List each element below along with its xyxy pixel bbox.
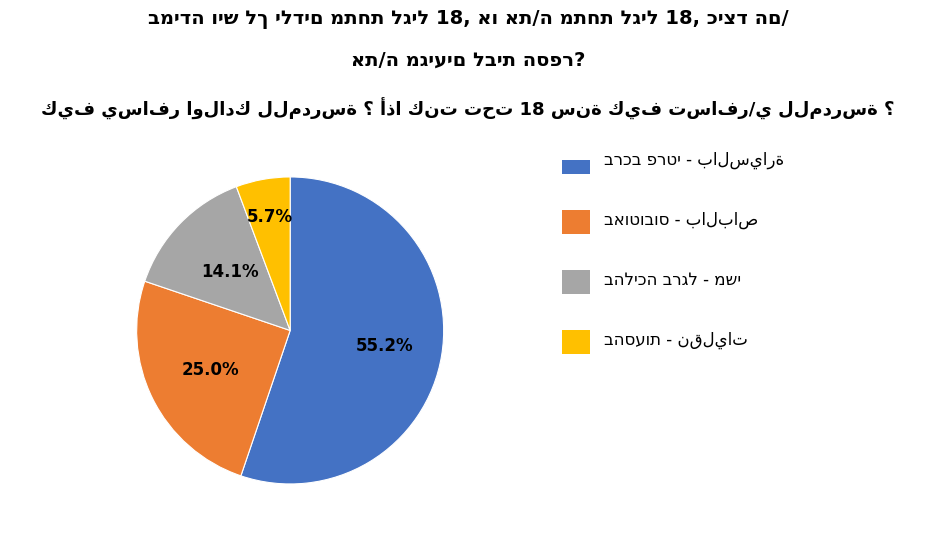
Text: בהסעות - نقليات: בהסעות - نقليات (605, 331, 748, 349)
Wedge shape (237, 177, 290, 330)
FancyBboxPatch shape (562, 330, 590, 354)
Text: 14.1%: 14.1% (200, 263, 258, 281)
Wedge shape (145, 187, 290, 330)
FancyBboxPatch shape (562, 150, 590, 174)
Text: ברכב פרטי - بالسيارة: ברכב פרטי - بالسيارة (605, 151, 784, 169)
Text: את/ה מגיעים לבית הספר?: את/ה מגיעים לבית הספר? (351, 51, 585, 69)
Text: 5.7%: 5.7% (246, 208, 293, 226)
Text: בהליכה ברגל - משי: בהליכה ברגל - משי (605, 271, 741, 289)
Text: במידה ויש לך ילדים מתחת לגיל 18, או את/ה מתחת לגיל 18, כיצד הם/: במידה ויש לך ילדים מתחת לגיל 18, או את/ה… (148, 11, 788, 29)
Wedge shape (137, 281, 290, 476)
FancyBboxPatch shape (562, 211, 590, 235)
Text: 25.0%: 25.0% (182, 361, 239, 379)
Text: באוטובוס - بالباص: באוטובוס - بالباص (605, 211, 758, 229)
FancyBboxPatch shape (562, 270, 590, 294)
Text: كيف يسافر اولادك للمدرسة ؟ أذا كنت تحت 18 سنة كيف تسافر/ي للمدرسة ؟: كيف يسافر اولادك للمدرسة ؟ أذا كنت تحت 1… (41, 98, 895, 120)
Wedge shape (241, 177, 444, 484)
Text: 55.2%: 55.2% (356, 337, 413, 355)
